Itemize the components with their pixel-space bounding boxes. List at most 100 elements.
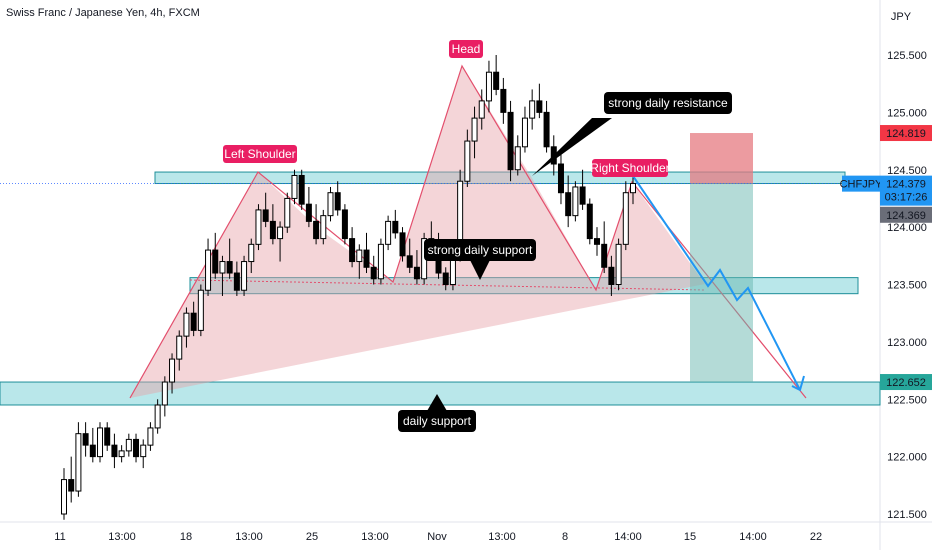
y-tick-label: 123.500 — [887, 280, 927, 292]
candle — [529, 89, 536, 130]
callout-pointer — [470, 260, 490, 280]
candle — [356, 244, 363, 279]
candle-body — [190, 312, 197, 331]
candle-body — [622, 192, 629, 245]
pattern-label-0: Left Shoulder — [223, 145, 297, 163]
candle — [161, 376, 168, 417]
candle-body — [385, 220, 392, 245]
candle-body — [262, 209, 269, 222]
candle — [413, 250, 420, 285]
candle — [248, 238, 255, 274]
x-tick-label: 15 — [684, 531, 696, 543]
candle-body — [147, 427, 154, 446]
x-tick-label: 8 — [562, 531, 568, 543]
candle — [205, 238, 212, 296]
candle — [61, 468, 67, 520]
candle — [255, 204, 262, 251]
candle — [521, 106, 528, 153]
candle-body — [68, 479, 75, 492]
candle — [399, 227, 406, 262]
y-tick-label: 122.000 — [887, 452, 927, 464]
candle — [284, 192, 291, 233]
x-tick-label: 13:00 — [361, 531, 389, 543]
candle-body — [601, 243, 608, 268]
candle — [269, 204, 276, 245]
x-tick-label: 18 — [180, 531, 192, 543]
candle-body — [255, 209, 262, 245]
candle — [601, 221, 608, 274]
candle-body — [125, 438, 132, 452]
y-tick-label: 124.000 — [887, 222, 927, 234]
chart-header: Swiss Franc / Japanese Yen, 4h, FXCM — [6, 7, 200, 19]
candle-body — [356, 249, 363, 263]
candle — [615, 238, 622, 291]
candle — [75, 422, 82, 497]
candle — [226, 238, 233, 279]
y-tick-label: 122.500 — [887, 394, 927, 406]
candle-body — [111, 444, 118, 458]
candle — [608, 255, 615, 296]
candle — [392, 209, 399, 239]
x-tick-label: 11 — [54, 531, 65, 543]
candle-body — [61, 479, 67, 515]
candle — [485, 60, 492, 113]
projection-path — [632, 175, 801, 391]
candle-body — [197, 289, 204, 331]
candle-body — [320, 215, 327, 240]
resistance-callout: strong daily resistance — [532, 92, 732, 176]
candle-body — [442, 272, 449, 285]
candle — [313, 204, 320, 245]
candle-body — [363, 249, 370, 268]
candle — [334, 181, 341, 216]
candle-body — [572, 186, 579, 217]
candle-body — [413, 266, 420, 280]
candle — [370, 255, 377, 285]
candle — [349, 227, 356, 268]
candle-body — [521, 117, 528, 148]
x-tick-label: 22 — [810, 531, 822, 543]
pattern-outline — [129, 64, 807, 399]
candle — [514, 135, 521, 176]
candle — [111, 433, 118, 469]
candle — [176, 330, 183, 371]
candle-body — [305, 203, 312, 222]
candle — [377, 238, 384, 285]
symbol-tag-box — [842, 175, 880, 192]
candle-body — [133, 438, 140, 458]
candle-body — [104, 427, 111, 446]
candle — [68, 456, 75, 503]
candle — [140, 439, 147, 469]
candle — [298, 169, 305, 210]
pattern-label-1: Head — [449, 40, 483, 58]
target-tag: 122.652 — [880, 374, 932, 391]
callout-box — [604, 92, 732, 114]
candle-body — [406, 255, 413, 268]
label-text: Head — [452, 42, 481, 56]
candle-body — [557, 163, 564, 194]
bid-tag: 124.369 — [880, 206, 932, 223]
x-tick-label: 14:00 — [614, 531, 642, 543]
candle-body — [291, 174, 298, 199]
candle — [493, 55, 500, 96]
candle — [622, 181, 629, 251]
candle — [593, 227, 600, 256]
candle-body — [313, 220, 320, 240]
candle — [385, 215, 392, 251]
candle — [183, 307, 190, 348]
candle — [219, 255, 226, 296]
candle — [197, 284, 204, 337]
callout-text: strong daily resistance — [608, 96, 728, 110]
candle-body — [277, 226, 284, 240]
candle — [536, 83, 543, 119]
candle-body — [478, 100, 485, 119]
symbol-tag: CHFJPY — [840, 175, 883, 192]
callout-box — [424, 239, 536, 261]
label-box — [592, 159, 668, 177]
x-tick-label: Nov — [427, 531, 447, 543]
candle — [154, 399, 161, 434]
currency-label: JPY — [891, 11, 912, 23]
callout-pointer — [427, 394, 447, 411]
candle — [363, 232, 370, 274]
candle — [464, 129, 471, 187]
